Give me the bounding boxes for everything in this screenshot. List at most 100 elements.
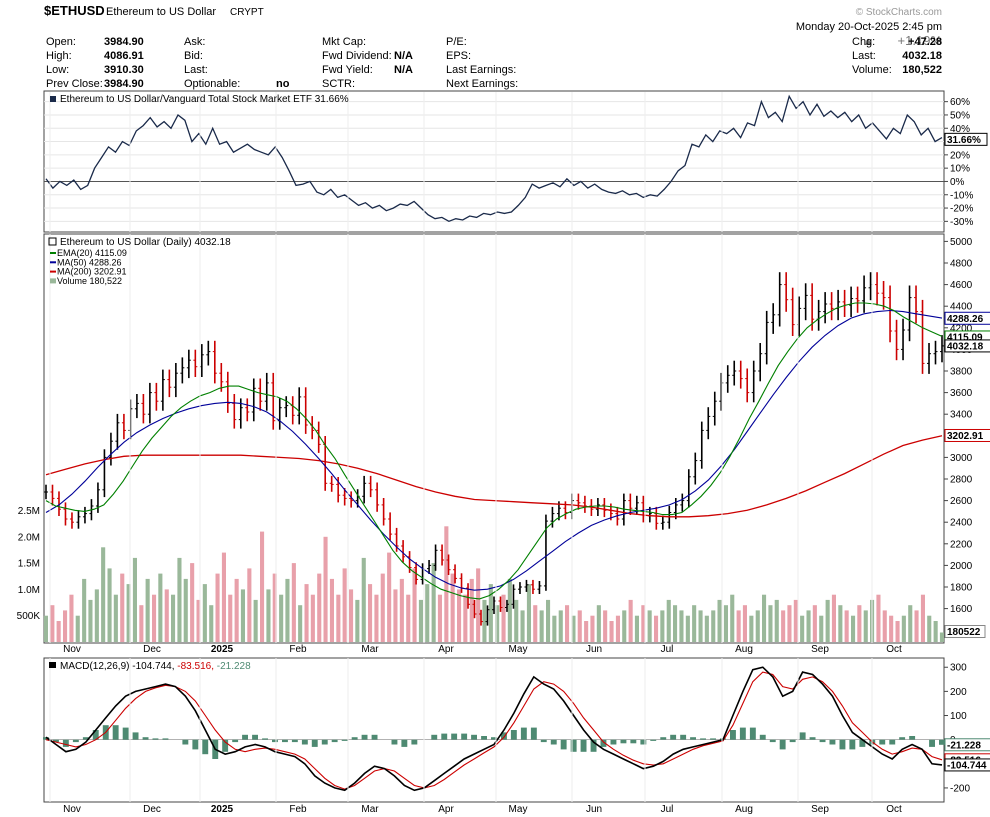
x-month-label-bottom: Nov (63, 804, 81, 815)
macd-histogram-bar (700, 738, 706, 740)
volume-bar (431, 563, 436, 642)
macd-histogram-bar (560, 739, 567, 750)
macd-histogram-bar (779, 739, 786, 750)
macd-histogram-bar (112, 725, 119, 740)
volume-bar (450, 573, 455, 642)
volume-bar (177, 557, 182, 642)
x-month-label: Apr (438, 644, 454, 655)
volume-bar (647, 610, 652, 642)
volume-bar (634, 615, 639, 642)
price-panel (43, 233, 945, 644)
volume-bar (781, 610, 786, 642)
ratio-tick-label: -10% (950, 190, 973, 201)
symbol: $ETHUSD (44, 3, 105, 18)
price-plot: 5000480046004400420040003800360034003200… (17, 237, 990, 642)
volume-bar (171, 594, 176, 642)
volume-bar (546, 599, 551, 642)
volume-bar (908, 605, 913, 642)
price-tag (944, 738, 990, 752)
volume-bar (310, 594, 315, 642)
x-month-label: Jul (661, 644, 674, 655)
ratio-tick-label: 20% (950, 150, 970, 161)
volume-bar (209, 605, 214, 642)
macd-histogram-bar (92, 730, 99, 740)
macd-histogram-bar (819, 739, 826, 743)
x-month-label-bottom: Mar (361, 804, 379, 815)
ma200-line (45, 435, 943, 518)
x-axis: Nov Nov Dec Dec 2025 2025 Feb Feb Mar Mar Apr Apr Ma… (49, 92, 902, 815)
quote-table: Open: 3984.90 Ask: Mkt Cap: P/E: Chg: +47.28 Hi… (46, 36, 942, 90)
macd-histogram-bar (540, 739, 547, 743)
ratio-legend: Ethereum to US Dollar/Vanguard Total Sto… (50, 94, 349, 105)
macd-histogram-bar (252, 734, 258, 740)
macd-histogram-bar (401, 739, 408, 747)
volume-bar (387, 552, 392, 642)
volume-bar (463, 594, 468, 642)
macd-plot: 3002001000-100-200-21.228-83.516-104.744 (43, 663, 990, 794)
volume-bar (399, 578, 404, 642)
volume-bar (444, 526, 449, 642)
macd-histogram-bar (232, 739, 239, 743)
price-tick-label: 4600 (950, 280, 973, 291)
price-tag-text: 3202.91 (947, 431, 984, 442)
macd-histogram-bar (262, 738, 268, 740)
macd-histogram-bar (62, 739, 69, 747)
macd-histogram-bar (471, 734, 477, 740)
quote-label: Last: (852, 50, 876, 62)
volume-bar (240, 589, 245, 642)
volume-bar (749, 615, 754, 642)
quote-label: P/E: (446, 36, 467, 48)
volume-tick-label: 1.0M (18, 585, 40, 596)
quote-label: Last: (184, 64, 208, 76)
price-tick-label: 2600 (950, 496, 973, 507)
macd-histogram-bar (441, 733, 448, 740)
macd-histogram-bar (192, 739, 199, 750)
macd-histogram-bar (829, 739, 836, 745)
volume-bar (622, 610, 627, 642)
volume-tick-label: 2.0M (18, 532, 40, 543)
macd-histogram-bar (799, 732, 806, 740)
volume-bar (94, 589, 99, 642)
x-month-label: 2025 (211, 644, 234, 655)
macd-histogram-bar (929, 739, 935, 747)
volume-bar (927, 615, 932, 642)
macd-histogram-bar (710, 738, 716, 740)
volume-bar (132, 557, 137, 642)
quote-label: Bid: (184, 50, 203, 62)
macd-histogram-bar (769, 739, 776, 743)
x-month-label: Jun (586, 644, 602, 655)
ratio-tick-label: 40% (950, 124, 970, 135)
macd-histogram-bar (859, 739, 866, 747)
volume-bar (323, 536, 328, 642)
volume-bar (158, 573, 163, 642)
macd-histogram-bar (461, 733, 468, 740)
volume-bar (437, 594, 442, 642)
price-tag (944, 625, 986, 639)
volume-bar (101, 547, 106, 642)
macd-histogram-bar (72, 739, 79, 743)
volume-bar (56, 621, 61, 642)
exchange: CRYPT (230, 7, 264, 18)
security-name: Ethereum to US Dollar (106, 6, 216, 18)
macd-histogram-bar (759, 734, 766, 740)
volume-bar (342, 568, 347, 642)
macd-histogram-bar (680, 734, 687, 740)
volume-bar (69, 594, 74, 642)
price-tick-label: 3000 (950, 453, 973, 464)
macd-histogram-bar (520, 727, 527, 740)
ratio-tick-label: 60% (950, 97, 970, 108)
volume-bar (266, 589, 271, 642)
price-tag-text: -21.228 (947, 740, 981, 751)
macd-histogram-bar (899, 737, 906, 740)
volume-bar (787, 605, 792, 642)
volume-bar (603, 610, 608, 642)
volume-bar (793, 599, 798, 642)
price-tag (944, 758, 990, 772)
macd-histogram-bar (272, 739, 278, 743)
price-tick-label: 1800 (950, 583, 973, 594)
macd-histogram-bar (371, 734, 378, 740)
quote-label: Low: (46, 64, 69, 76)
x-month-label-bottom: Dec (143, 804, 161, 815)
x-month-label-bottom: Feb (289, 804, 307, 815)
macd-histogram-bar (361, 734, 368, 740)
